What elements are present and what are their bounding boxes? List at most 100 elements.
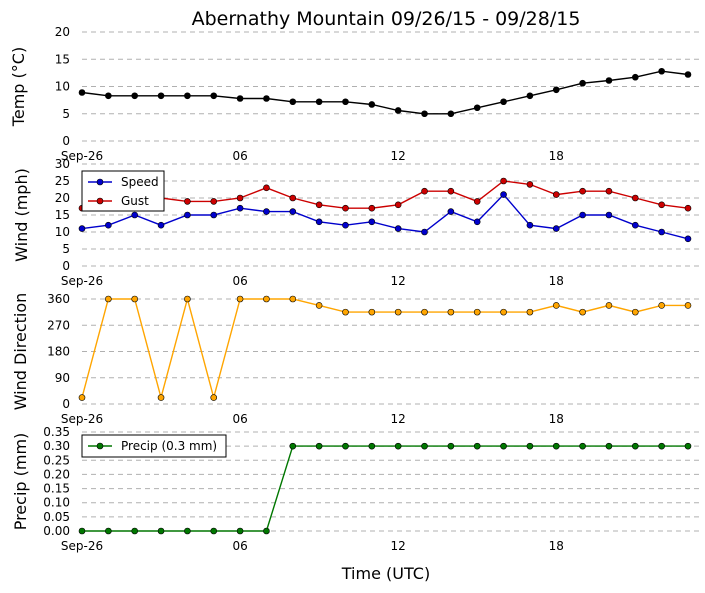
- x-tick-label: 06: [232, 412, 247, 426]
- x-tick-label: 12: [391, 149, 406, 163]
- y-tick-label: 30: [55, 157, 70, 171]
- data-point: [473, 104, 481, 112]
- x-tick-label: Sep-26: [61, 274, 103, 288]
- data-point: [78, 89, 86, 96]
- legend-box: [81, 170, 165, 212]
- x-tick-label: 18: [549, 539, 564, 553]
- data-point: [315, 98, 323, 106]
- data-point: [394, 107, 402, 114]
- data-point: [632, 308, 639, 316]
- data-point: [605, 77, 613, 84]
- data-point: [526, 221, 534, 229]
- data-point: [658, 228, 665, 236]
- data-point: [632, 73, 639, 81]
- data-point: [210, 92, 218, 100]
- data-point: [289, 442, 297, 450]
- data-point: [210, 198, 218, 205]
- x-tick-label: 18: [549, 274, 564, 288]
- y-tick-label: 0.30: [43, 439, 70, 453]
- y-tick-label: 0.35: [43, 425, 70, 439]
- x-tick-label: 12: [391, 412, 406, 426]
- data-point: [157, 92, 165, 100]
- data-point: [684, 204, 692, 212]
- data-point: [236, 204, 244, 212]
- y-tick-label: 90: [55, 371, 70, 385]
- x-tick-label: 12: [391, 274, 406, 288]
- y-tick-label: 0: [62, 259, 70, 273]
- data-point: [315, 201, 323, 209]
- data-point: [684, 71, 692, 78]
- data-point: [526, 181, 534, 188]
- data-point: [500, 177, 507, 185]
- data-point: [658, 201, 665, 209]
- data-point: [632, 442, 639, 450]
- data-point: [421, 110, 428, 118]
- data-point: [394, 442, 402, 450]
- data-point: [658, 442, 665, 450]
- y-tick-label: 0.05: [43, 510, 70, 524]
- y-tick-label: 5: [62, 107, 70, 121]
- data-point: [184, 92, 191, 100]
- data-point: [447, 110, 455, 118]
- data-point: [184, 198, 191, 205]
- data-point: [579, 211, 586, 219]
- data-point: [658, 302, 665, 309]
- legend-label: Precip (0.3 mm): [121, 439, 217, 453]
- y-tick-label: 15: [55, 208, 70, 222]
- data-point: [684, 442, 692, 450]
- y-tick-label: 180: [47, 345, 70, 359]
- y-tick-label: 360: [47, 292, 70, 306]
- data-point: [473, 218, 481, 226]
- y-tick-label: 20: [55, 191, 70, 205]
- data-point: [526, 308, 534, 316]
- data-point: [632, 194, 639, 202]
- data-point: [552, 86, 560, 94]
- legend-marker: [96, 442, 104, 450]
- x-tick-label: Sep-26: [61, 412, 103, 426]
- data-point: [105, 221, 112, 229]
- x-tick-label: 18: [549, 412, 564, 426]
- legend-marker: [96, 178, 104, 186]
- data-point: [105, 527, 112, 535]
- data-point: [105, 92, 112, 100]
- legend: Speed Gust: [81, 170, 165, 212]
- data-point: [500, 308, 507, 316]
- data-point: [552, 442, 560, 450]
- data-point: [131, 295, 138, 303]
- data-point: [552, 191, 560, 198]
- data-point: [552, 302, 560, 309]
- data-point: [315, 442, 323, 450]
- y-tick-label: 10: [55, 225, 70, 239]
- y-tick-label: 0.15: [43, 482, 70, 496]
- data-point: [684, 302, 692, 309]
- x-axis-label: Time (UTC): [341, 564, 430, 583]
- data-point: [210, 211, 218, 219]
- y-tick-label: 15: [55, 52, 70, 66]
- data-point: [263, 208, 270, 215]
- data-point: [579, 308, 586, 316]
- x-tick-label: 06: [232, 539, 247, 553]
- panel-4: 0.000.050.100.150.200.250.300.35 Precip (…: [11, 425, 700, 553]
- data-point: [184, 295, 191, 303]
- data-point: [263, 95, 270, 102]
- x-tick-label: 06: [232, 274, 247, 288]
- data-point: [289, 295, 297, 303]
- y-axis-label: Temp (°C): [9, 47, 28, 127]
- y-tick-label: 25: [55, 174, 70, 188]
- data-point: [263, 295, 270, 303]
- data-point: [342, 221, 349, 229]
- series-line: [82, 180, 689, 209]
- data-point: [289, 98, 297, 106]
- panel-3: 0 90 180 270 360 Wind Direction Sep-26 06 12 18: [11, 292, 700, 426]
- y-tick-label: 0.20: [43, 467, 70, 481]
- data-point: [157, 527, 165, 535]
- series-line: [81, 70, 689, 115]
- data-point: [342, 98, 349, 106]
- data-point: [421, 308, 428, 316]
- y-tick-label: 0.10: [43, 496, 70, 510]
- data-point: [184, 527, 191, 535]
- x-tick-label: Sep-26: [61, 149, 103, 163]
- data-point: [473, 308, 481, 316]
- data-point: [421, 442, 428, 450]
